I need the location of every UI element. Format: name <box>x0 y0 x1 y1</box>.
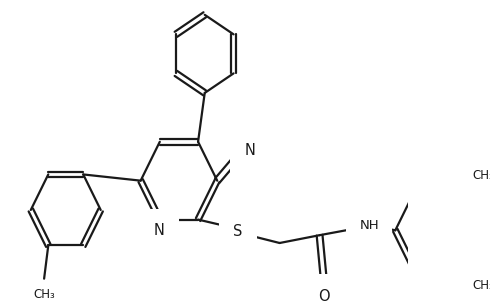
Text: NH: NH <box>360 219 379 232</box>
Text: O: O <box>318 289 330 304</box>
Text: S: S <box>233 224 243 239</box>
Text: CH₃: CH₃ <box>473 169 490 182</box>
Text: N: N <box>245 143 255 158</box>
Text: CH₃: CH₃ <box>33 289 55 301</box>
Text: CH₃: CH₃ <box>473 279 490 292</box>
Text: N: N <box>153 223 165 238</box>
